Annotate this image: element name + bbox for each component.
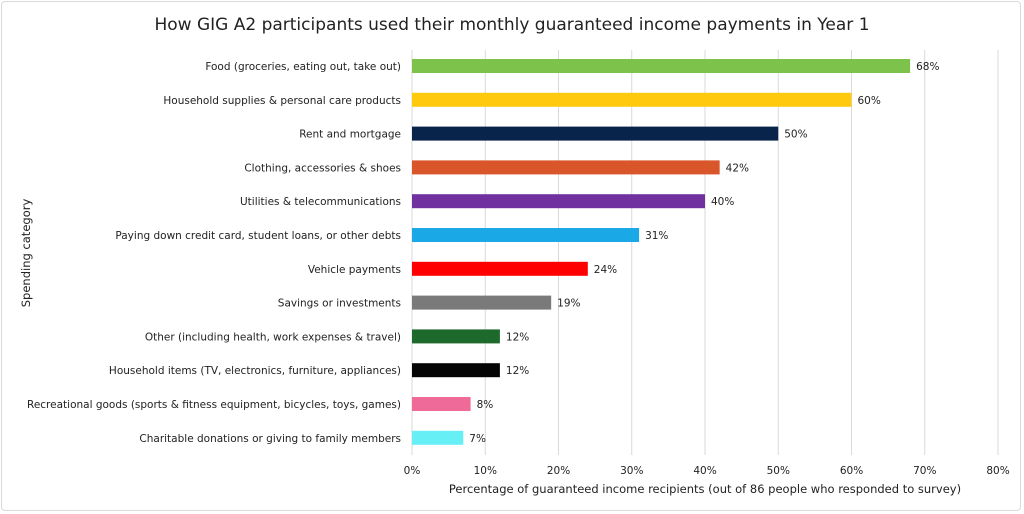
category-label: Vehicle payments <box>308 264 401 276</box>
bar <box>412 397 471 411</box>
data-label: 8% <box>477 399 494 411</box>
data-label: 31% <box>645 230 668 242</box>
category-label: Other (including health, work expenses &… <box>145 331 401 343</box>
x-tick-label: 70% <box>913 465 936 477</box>
bar <box>412 261 588 276</box>
category-label: Paying down credit card, student loans, … <box>115 230 401 242</box>
data-label: 68% <box>916 61 939 73</box>
x-tick-label: 60% <box>840 465 863 477</box>
y-axis-label: Spending category <box>19 199 33 308</box>
bars <box>412 59 911 445</box>
data-label: 60% <box>858 95 881 107</box>
bar <box>412 329 500 344</box>
data-label: 40% <box>711 196 734 208</box>
bar <box>412 194 705 209</box>
data-label: 12% <box>506 365 529 377</box>
bar <box>412 59 911 73</box>
gridlines <box>411 50 999 455</box>
category-label: Savings or investments <box>278 298 401 310</box>
category-label: Clothing, accessories & shoes <box>244 162 401 174</box>
bar <box>412 430 464 445</box>
x-tick-label: 30% <box>620 465 643 477</box>
x-tick-label: 20% <box>547 465 570 477</box>
x-tick-label: 0% <box>404 465 421 477</box>
category-label: Recreational goods (sports & fitness equ… <box>27 399 401 411</box>
category-label: Household supplies & personal care produ… <box>163 95 401 107</box>
category-label: Utilities & telecommunications <box>240 196 401 208</box>
chart-title: How GIG A2 participants used their month… <box>154 15 869 35</box>
data-label: 50% <box>784 129 807 141</box>
bar <box>412 228 640 242</box>
data-label: 19% <box>557 298 580 310</box>
x-tick-label: 50% <box>767 465 790 477</box>
x-tick-label: 40% <box>693 465 716 477</box>
bar <box>412 160 720 175</box>
category-label: Charitable donations or giving to family… <box>139 433 401 445</box>
x-axis-label: Percentage of guaranteed income recipien… <box>449 482 961 496</box>
data-label: 7% <box>469 433 486 445</box>
data-label: 42% <box>726 162 749 174</box>
x-tick-labels: 0% 10% 20% 30% 40% 50% 60% 70% 80% <box>404 465 1010 477</box>
bar <box>412 295 552 310</box>
bar <box>412 126 779 141</box>
bar <box>412 92 852 107</box>
category-labels: Food (groceries, eating out, take out) Ho… <box>27 61 401 445</box>
data-label: 24% <box>594 264 617 276</box>
data-label: 12% <box>506 331 529 343</box>
x-tick-label: 80% <box>986 465 1009 477</box>
category-label: Food (groceries, eating out, take out) <box>205 61 401 73</box>
category-label: Rent and mortgage <box>299 129 401 141</box>
value-labels: 68% 60% 50% 42% 40% 31% 24% 19% 12% 12% 8% 7% <box>469 61 939 445</box>
category-label: Household items (TV, electronics, furnit… <box>109 365 401 377</box>
bar <box>412 363 500 378</box>
x-tick-label: 10% <box>474 465 497 477</box>
